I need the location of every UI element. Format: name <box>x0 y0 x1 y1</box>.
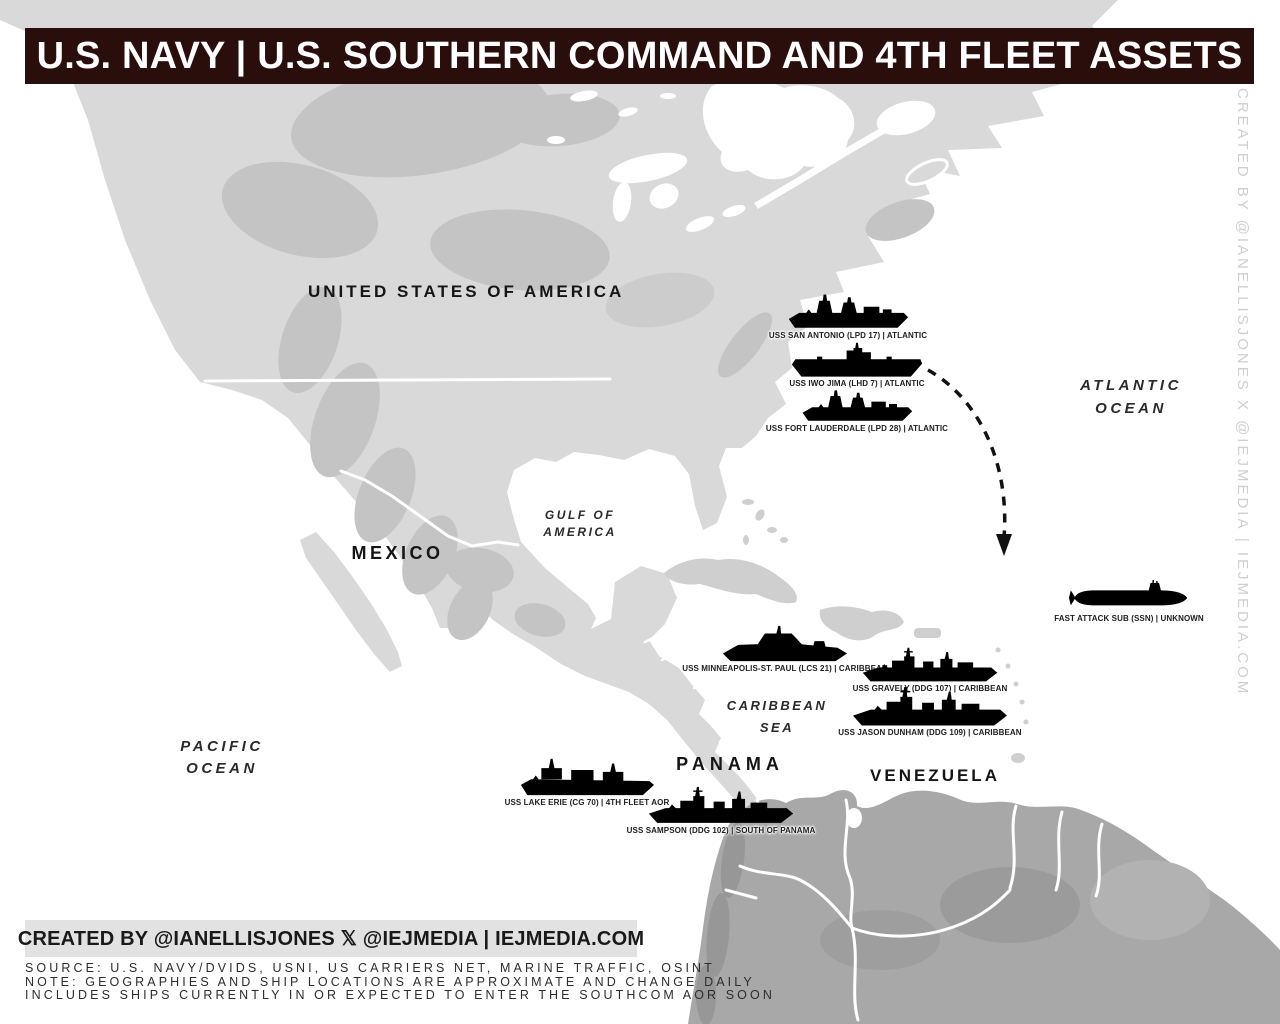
label-venezuela: VENEZUELA <box>870 766 1000 785</box>
ship-label: USS IWO JIMA (LHD 7) | ATLANTIC <box>789 379 925 389</box>
destroyer-icon <box>647 785 795 824</box>
ship-uss-minneapolis-st-paul: USS MINNEAPOLIS-ST. PAUL (LCS 21) | CARI… <box>655 622 915 673</box>
baja-california <box>300 532 402 672</box>
destroyer-icon <box>861 646 999 682</box>
hudson-bay-and-lakes <box>547 78 936 232</box>
ship-label: USS SAN ANTONIO (LPD 17) | ATLANTIC <box>768 330 928 340</box>
amphibious-ship-icon <box>787 292 909 329</box>
label-line: OCEAN <box>1095 400 1167 417</box>
amphibious-ship-icon <box>801 388 913 422</box>
page-title: U.S. NAVY | U.S. SOUTHERN COMMAND AND 4T… <box>36 34 1243 77</box>
label-line: AMERICA <box>543 525 617 539</box>
ship-fast-attack-sub: FAST ATTACK SUB (SSN) | UNKNOWN <box>999 580 1259 623</box>
ship-label: USS FORT LAUDERDALE (LPD 28) | ATLANTIC <box>765 423 949 433</box>
source-line: SOURCE: U.S. NAVY/DVIDS, USNI, US CARRIE… <box>25 961 715 975</box>
ship-uss-iwo-jima: USS IWO JIMA (LHD 7) | ATLANTIC <box>727 341 987 388</box>
nova-scotia <box>905 158 949 186</box>
destroyer-icon <box>851 685 1009 726</box>
label-panama: PANAMA <box>676 754 784 774</box>
ship-uss-gravely: USS GRAVELY (DDG 107) | CARIBBEAN <box>800 646 1060 693</box>
ship-label: USS MINNEAPOLIS-ST. PAUL (LCS 21) | CARI… <box>682 664 888 674</box>
terrain-shading <box>221 62 935 641</box>
ship-uss-sampson: USS SAMPSON (DDG 102) | SOUTH OF PANAMA <box>591 785 851 835</box>
label-united-states: UNITED STATES OF AMERICA <box>308 282 625 301</box>
label-line: PACIFIC <box>180 738 264 755</box>
label-gulf-of-america: GULF OF AMERICA <box>520 507 640 541</box>
label-line: ATLANTIC <box>1080 377 1182 394</box>
ship-label: FAST ATTACK SUB (SSN) | UNKNOWN <box>1054 613 1204 623</box>
ship-uss-jason-dunham: USS JASON DUNHAM (DDG 109) | CARIBBEAN <box>800 685 1060 737</box>
transit-arrow <box>927 368 1012 556</box>
credit-text: CREATED BY @IANELLISJONES 𝕏 @IEJMEDIA | … <box>17 928 645 950</box>
label-line: CARIBBEAN <box>726 698 828 713</box>
south-america-borders <box>724 798 1104 1022</box>
ship-label: USS LAKE ERIE (CG 70) | 4TH FLEET AOR <box>504 798 670 808</box>
label-line: OCEAN <box>186 760 258 777</box>
label-mexico: MEXICO <box>351 543 444 563</box>
ship-uss-fort-lauderdale: USS FORT LAUDERDALE (LPD 28) | ATLANTIC <box>727 388 987 433</box>
source-line: INCLUDES SHIPS CURRENTLY IN OR EXPECTED … <box>25 988 775 1002</box>
source-note: SOURCE: U.S. NAVY/DVIDS, USNI, US CARRIE… <box>25 961 775 1003</box>
label-atlantic-ocean: ATLANTIC OCEAN <box>1061 374 1201 420</box>
title-banner: U.S. NAVY | U.S. SOUTHERN COMMAND AND 4T… <box>25 28 1254 84</box>
submarine-icon <box>1068 580 1190 612</box>
amphibious-assault-ship-icon <box>791 341 923 377</box>
credit-bar: CREATED BY @IANELLISJONES 𝕏 @IEJMEDIA | … <box>18 920 644 957</box>
source-line: NOTE: GEOGRAPHIES AND SHIP LOCATIONS ARE… <box>25 974 755 989</box>
label-line: GULF OF <box>544 508 616 522</box>
label-line: SEA <box>759 720 795 735</box>
ship-uss-san-antonio: USS SAN ANTONIO (LPD 17) | ATLANTIC <box>718 292 978 340</box>
ship-label: USS SAMPSON (DDG 102) | SOUTH OF PANAMA <box>626 825 816 835</box>
ship-uss-lake-erie: USS LAKE ERIE (CG 70) | 4TH FLEET AOR <box>457 756 717 807</box>
newfoundland <box>938 81 986 111</box>
label-caribbean-sea: CARIBBEAN SEA <box>707 695 847 739</box>
caribbean-islands <box>664 499 1029 763</box>
national-borders <box>203 377 756 774</box>
vertical-watermark: CREATED BY @IANELLISJONES X @IEJMEDIA | … <box>1234 88 1251 697</box>
ship-label: USS JASON DUNHAM (DDG 109) | CARIBBEAN <box>838 728 1022 738</box>
label-pacific-ocean: PACIFIC OCEAN <box>152 736 292 780</box>
ship-label: USS GRAVELY (DDG 107) | CARIBBEAN <box>852 684 1008 694</box>
